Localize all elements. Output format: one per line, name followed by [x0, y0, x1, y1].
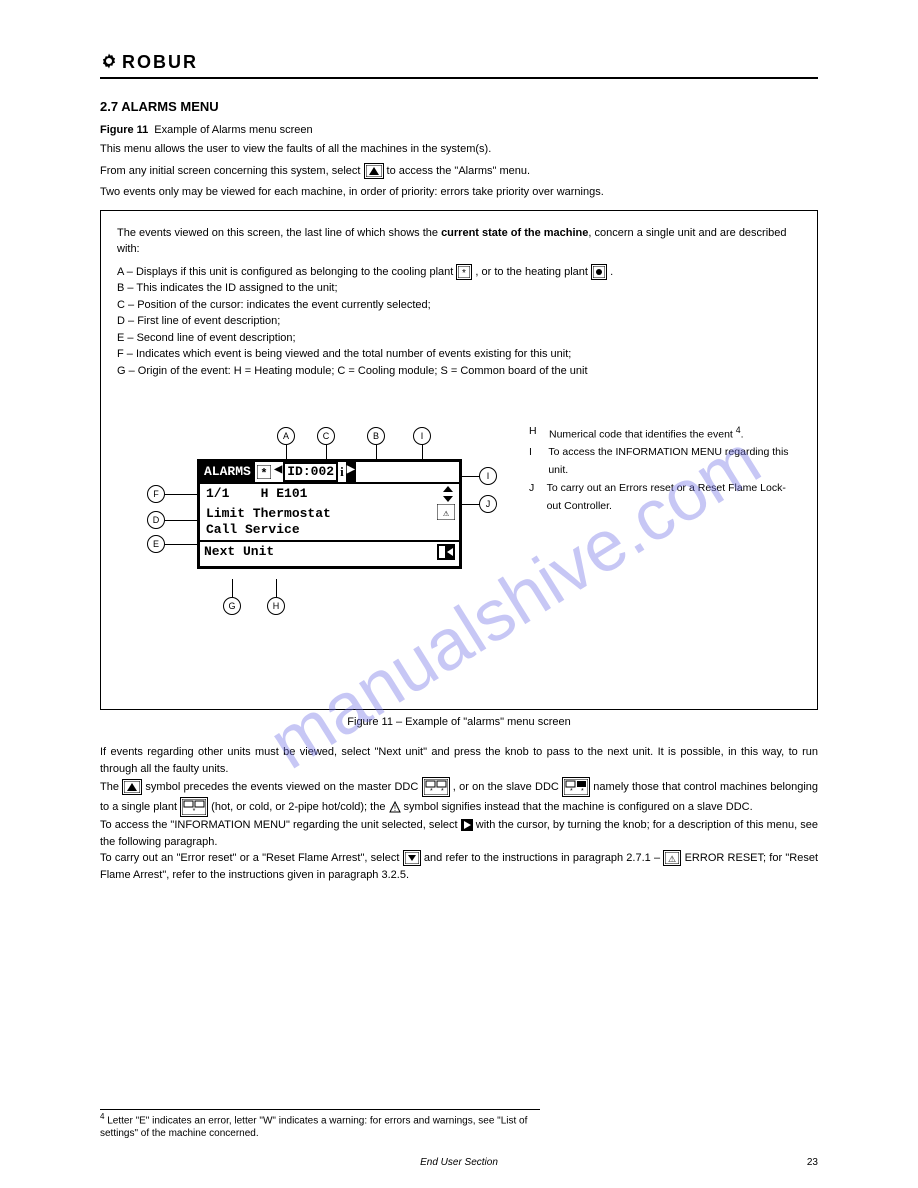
- legend-item-G: G – Origin of the event: H = Heating mod…: [117, 363, 801, 380]
- legend-item-H: HNumerical code that identifies the even…: [529, 423, 799, 444]
- lcd-desc-1: Limit Thermostat: [206, 506, 455, 522]
- intro-para-2: Two events only may be viewed for each m…: [100, 185, 818, 200]
- footnote-number: 4: [100, 1112, 104, 1121]
- legend-item-E: E – Second line of event description;: [117, 330, 801, 347]
- footnote: 4 Letter "E" indicates an error, letter …: [100, 1109, 540, 1140]
- section-heading: 2.7 ALARMS MENU: [100, 99, 818, 114]
- figure-legend-intro: The events viewed on this screen, the la…: [117, 225, 801, 258]
- figure-caption: Figure 11 – Example of "alarms" menu scr…: [100, 716, 818, 728]
- svg-text:*: *: [441, 788, 444, 795]
- callout-E: E: [147, 535, 165, 553]
- page-header: ROBUR: [100, 52, 818, 79]
- info-select-icon: [461, 819, 473, 831]
- lcd-next-label: Next Unit: [204, 544, 274, 565]
- svg-text:*: *: [570, 788, 573, 795]
- alarm-bell-icon: [122, 779, 142, 795]
- legend-item-D: D – First line of event description;: [117, 313, 801, 330]
- svg-text:!: !: [393, 804, 395, 813]
- gear-icon: [100, 52, 118, 73]
- figure-subtitle-text: Example of Alarms menu screen: [154, 124, 312, 136]
- alarm-bell-icon: [364, 163, 384, 179]
- callout-B: B: [367, 427, 385, 445]
- lcd-info-icon: i: [338, 462, 346, 482]
- figure-number: Figure 11: [100, 124, 148, 136]
- callout-F: F: [147, 485, 165, 503]
- lcd-display: ALARMS * ◀ ID:002 i ▶ 1/1 H E101: [197, 459, 462, 569]
- lcd-left-arrow-icon: ◀: [273, 462, 283, 482]
- legend-HIJ: HNumerical code that identifies the even…: [529, 423, 799, 516]
- svg-text:*: *: [430, 788, 433, 795]
- after-para-2: To access the "INFORMATION MENU" regardi…: [100, 817, 818, 850]
- callout-I-top: I: [413, 427, 431, 445]
- callout-H-bottom: H: [267, 597, 285, 615]
- master-ddc-icon: **: [422, 777, 450, 797]
- lead: [165, 494, 199, 495]
- after-para-3: To carry out an "Error reset" or a "Rese…: [100, 850, 818, 883]
- svg-text:⚠: ⚠: [443, 509, 450, 520]
- lead: [462, 476, 480, 477]
- lcd-reset-icon: ⚠: [437, 504, 455, 525]
- callout-I: I: [479, 467, 497, 485]
- reset-icon: ⚠: [663, 850, 681, 866]
- figure-box: The events viewed on this screen, the la…: [100, 210, 818, 711]
- svg-text:*: *: [193, 808, 196, 815]
- lcd-exit-icon: [437, 544, 455, 565]
- page-footer-title: End User Section: [420, 1157, 498, 1168]
- svg-text:*: *: [581, 788, 584, 795]
- callout-D: D: [147, 511, 165, 529]
- lead: [165, 520, 199, 521]
- legend-item-J: JTo carry out an Errors reset or a Reset…: [529, 480, 799, 516]
- svg-text:*: *: [260, 467, 267, 479]
- page-number: 23: [807, 1157, 818, 1168]
- down-arrow-icon: [403, 850, 421, 866]
- slave-ddc-icon: **: [562, 777, 590, 797]
- legend-item-C: C – Position of the cursor: indicates th…: [117, 297, 801, 314]
- single-plant-icon: *: [180, 797, 208, 817]
- legend-item-B: B – This indicates the ID assigned to th…: [117, 280, 801, 297]
- lcd-right-arrow-icon: ▶: [346, 462, 356, 482]
- callout-J: J: [479, 495, 497, 513]
- callout-C: C: [317, 427, 335, 445]
- lcd-title: ALARMS: [200, 462, 255, 482]
- svg-text:*: *: [462, 268, 466, 278]
- lead: [232, 579, 233, 597]
- snowflake-icon: *: [456, 264, 472, 280]
- callout-G-bottom: G: [223, 597, 241, 615]
- intro-alarm-line: From any initial screen concerning this …: [100, 163, 818, 179]
- intro-para-1: This menu allows the user to view the fa…: [100, 142, 818, 157]
- brand-name: ROBUR: [122, 52, 198, 73]
- figure-subtitle: Figure 11 Example of Alarms menu screen: [100, 124, 818, 136]
- callout-A: A: [277, 427, 295, 445]
- after-para-1: If events regarding other units must be …: [100, 744, 818, 817]
- lead: [276, 579, 277, 597]
- lcd-id: ID:002: [283, 462, 338, 482]
- legend-item-A: A – Displays if this unit is configured …: [117, 264, 801, 281]
- lcd-plant-icon: *: [255, 462, 273, 482]
- warning-icon: !: [389, 801, 401, 813]
- sun-icon: [591, 264, 607, 280]
- legend-item-F: F – Indicates which event is being viewe…: [117, 346, 801, 363]
- lcd-desc-2: Call Service: [206, 522, 455, 538]
- brand-logo: ROBUR: [100, 52, 198, 73]
- lead: [165, 544, 199, 545]
- svg-text:⚠: ⚠: [668, 854, 676, 864]
- footnote-text: Letter "E" indicates an error, letter "W…: [100, 1115, 527, 1139]
- legend-item-I: ITo access the INFORMATION MENU regardin…: [529, 444, 799, 480]
- lead: [462, 504, 480, 505]
